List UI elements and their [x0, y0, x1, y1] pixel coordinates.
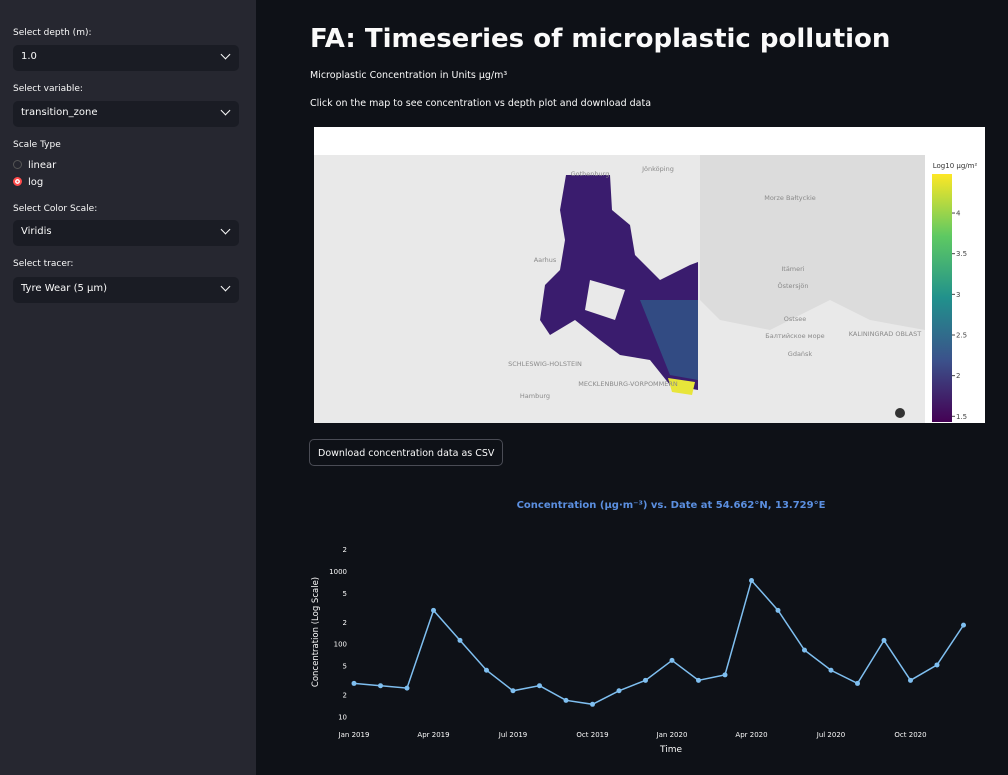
- map-label: KALININGRAD OBLAST: [849, 330, 922, 338]
- data-point: [696, 677, 701, 683]
- select-value: Tyre Wear (5 µm): [21, 283, 108, 294]
- data-point: [855, 680, 860, 686]
- data-point: [484, 667, 489, 673]
- select-value: Viridis: [21, 226, 52, 237]
- chart-title: Concentration (μg·m⁻³) vs. Date at 54.66…: [517, 500, 826, 511]
- data-point: [749, 577, 754, 583]
- data-point: [961, 622, 966, 628]
- map-label: Aarhus: [534, 256, 557, 264]
- select-box[interactable]: transition_zone: [13, 101, 239, 127]
- colorbar-tick-label: 1.5: [956, 413, 967, 421]
- data-region: [668, 378, 695, 395]
- colorbar-tick-label: 3: [956, 291, 960, 299]
- x-tick-label: Oct 2020: [894, 731, 926, 739]
- map-label: Ostsee: [784, 315, 806, 323]
- data-line: [353, 578, 965, 706]
- sidebar: Select depth (m): 1.0 Select variable: tran…: [0, 0, 256, 775]
- y-tick-label: 2: [343, 692, 347, 700]
- radio-dot: [13, 160, 22, 169]
- y-tick-label: 10: [338, 714, 347, 722]
- colorbar-tick-label: 2: [956, 372, 960, 380]
- data-point: [934, 662, 940, 668]
- x-tick-label: Apr 2019: [417, 731, 449, 739]
- data-point: [669, 657, 675, 663]
- y-tick-label: 1000: [329, 568, 347, 576]
- data-point: [457, 637, 463, 643]
- island: [585, 280, 625, 320]
- x-tick-label: Apr 2020: [735, 731, 767, 739]
- data-point: [590, 701, 595, 707]
- data-point: [908, 677, 913, 683]
- select-box[interactable]: Tyre Wear (5 µm): [13, 277, 239, 303]
- data-point: [828, 667, 834, 673]
- data-point: [722, 672, 728, 678]
- y-tick-label: 5: [343, 590, 347, 598]
- select-value: 1.0: [21, 51, 37, 62]
- select-value: transition_zone: [21, 107, 98, 118]
- data-point: [775, 607, 781, 613]
- page-title: FA: Timeseries of microplastic pollution: [310, 24, 891, 54]
- widget-label: Select variable:: [13, 84, 83, 94]
- map-label: Itämeri: [781, 265, 804, 273]
- colorbar: [932, 174, 952, 422]
- map-label: Morze Bałtyckie: [764, 194, 816, 202]
- y-axis-title: Concentration (Log Scale): [311, 577, 321, 687]
- widget-label: Select depth (m):: [13, 28, 92, 38]
- colorbar-tick-label: 4: [956, 210, 961, 218]
- colorbar-tick-label: 2.5: [956, 331, 967, 339]
- data-point: [378, 683, 383, 689]
- map-label: MECKLENBURG-VORPOMMERN: [578, 380, 678, 388]
- map-label: SCHLESWIG-HOLSTEIN: [508, 360, 582, 368]
- x-tick-label: Oct 2019: [576, 731, 608, 739]
- map-label: Östersjön: [777, 281, 808, 290]
- download-button[interactable]: Download concentration data as CSV: [309, 439, 504, 466]
- instruction: Click on the map to see concentration vs…: [310, 98, 652, 109]
- colorbar-title: Log10 μg/m²: [933, 162, 978, 170]
- caption: Microplastic Concentration in Units μg/m…: [310, 70, 508, 81]
- map-label: Gothenburg: [571, 170, 610, 178]
- data-point: [431, 607, 436, 613]
- x-axis-title: Time: [659, 745, 682, 755]
- select-box[interactable]: 1.0: [13, 45, 239, 71]
- widget-label: Select Color Scale:: [13, 204, 98, 214]
- data-region: [640, 300, 698, 380]
- map-label: Jönköping: [641, 165, 674, 173]
- radio-option[interactable]: log: [13, 177, 43, 188]
- widget-label: Select tracer:: [13, 259, 74, 269]
- x-tick-label: Jan 2020: [656, 731, 688, 739]
- data-point: [881, 637, 887, 643]
- data-point: [351, 680, 357, 686]
- map-label: Hamburg: [520, 392, 550, 400]
- sea: [700, 155, 925, 330]
- data-point: [616, 688, 622, 694]
- data-point: [643, 677, 648, 683]
- map-label: Gdańsk: [788, 350, 813, 358]
- x-tick-label: Jul 2020: [816, 731, 846, 739]
- x-tick-label: Jan 2019: [338, 731, 370, 739]
- select-box[interactable]: Viridis: [13, 220, 239, 246]
- widget-label: Scale Type: [13, 140, 61, 150]
- colorbar-tick-label: 3.5: [956, 250, 967, 258]
- data-point: [563, 697, 569, 703]
- radio-option[interactable]: linear: [13, 160, 56, 171]
- x-tick-label: Jul 2019: [498, 731, 528, 739]
- y-tick-label: 2: [343, 619, 347, 627]
- radio-label: log: [28, 177, 44, 188]
- data-point: [537, 683, 542, 689]
- map-label: Балтийское море: [765, 332, 824, 340]
- info-icon[interactable]: [895, 408, 905, 418]
- data-point: [510, 688, 516, 694]
- y-tick-label: 5: [343, 663, 347, 671]
- y-tick-label: 2: [343, 546, 347, 554]
- y-tick-label: 100: [334, 641, 347, 649]
- radio-dot: [13, 177, 22, 186]
- data-point: [404, 685, 410, 691]
- data-point: [802, 647, 807, 653]
- radio-label: linear: [28, 160, 57, 171]
